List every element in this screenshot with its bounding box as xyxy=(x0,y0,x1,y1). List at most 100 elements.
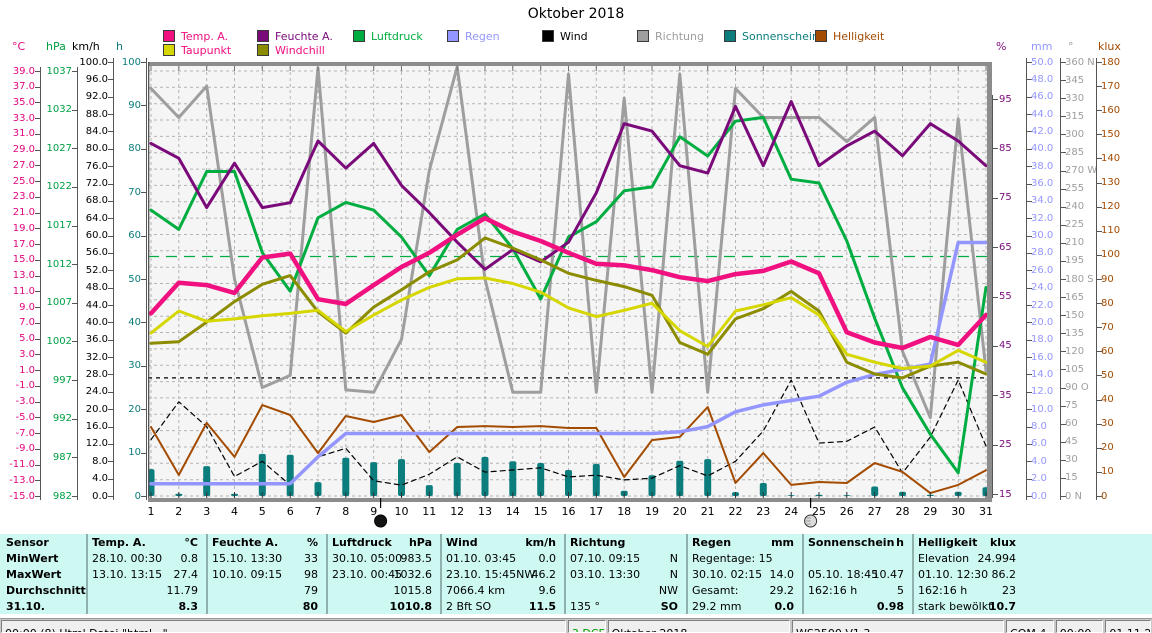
legend-swatch-icon xyxy=(447,30,459,42)
table-cell-max-label: 10.10. 09:15 xyxy=(212,568,283,581)
table-col-unit: mm xyxy=(771,536,794,549)
axis-tick-klux xyxy=(1097,158,1102,160)
axis-tick-label-mm: 8.0 xyxy=(1031,421,1047,433)
axis-tick-kmh xyxy=(108,79,113,81)
axis-tick-C xyxy=(35,86,40,88)
axis-tick-label-deg: 60 xyxy=(1065,418,1078,430)
axis-tick-klux xyxy=(1097,351,1102,353)
legend-swatch-icon xyxy=(724,30,736,42)
axis-tick-label-klux: 160 xyxy=(1101,104,1121,116)
axis-tick-label-deg: 330 xyxy=(1065,92,1085,104)
axis-line-hPa xyxy=(77,67,78,500)
axis-tick-klux xyxy=(1097,303,1102,305)
axis-tick-label-klux: 50 xyxy=(1101,369,1114,381)
axis-tick-C xyxy=(35,417,40,419)
svg-text:12: 12 xyxy=(450,505,464,518)
axis-tick-label-klux: 10 xyxy=(1101,466,1114,478)
axis-tick-label-klux: 130 xyxy=(1101,177,1121,189)
legend-item-feuchte-a-: Feuchte A. xyxy=(257,29,333,43)
axis-tick-label-deg: 315 xyxy=(1065,110,1085,122)
axis-tick-label-kmh: 32.0 xyxy=(85,351,108,363)
table-col-name: Temp. A. xyxy=(92,536,146,549)
axis-tick-label-klux: 20 xyxy=(1101,442,1114,454)
axis-tick-label-kmh: 60.0 xyxy=(85,230,108,242)
status-segment: 01.11.2018 xyxy=(1105,620,1152,633)
axis-unit-pct: % xyxy=(996,40,1007,53)
axis-tick-C xyxy=(35,275,40,277)
table-col-unit: °C xyxy=(184,536,198,549)
axis-tick-klux xyxy=(1097,86,1102,88)
axis-tick-label-mm: 22.0 xyxy=(1031,299,1054,311)
axis-tick-mm xyxy=(1027,131,1032,133)
axis-tick-label-hPa: 1022 xyxy=(46,181,72,193)
axis-tick-label-pct: 65 xyxy=(999,241,1012,253)
legend-swatch-icon xyxy=(163,44,175,56)
axis-tick-mm xyxy=(1027,148,1032,150)
axis-tick-label-mm: 24.0 xyxy=(1031,282,1054,294)
axis-tick-C xyxy=(35,496,40,497)
svg-text:6: 6 xyxy=(287,505,294,518)
axis-tick-label-pct: 25 xyxy=(999,439,1012,451)
axis-tick-label-mm: 10.0 xyxy=(1031,403,1054,415)
axis-tick-label-deg: 75 xyxy=(1065,400,1078,412)
legend-item-temp-a-: Temp. A. xyxy=(163,30,228,43)
axis-tick-label-klux: 170 xyxy=(1101,80,1121,92)
axis-tick-kmh xyxy=(108,461,113,463)
axis-tick-mm xyxy=(1027,357,1032,359)
axis-tick-C xyxy=(35,244,40,246)
table-cell-last-value: 8.3 xyxy=(178,600,199,613)
table-cell-max-value: 27.4 xyxy=(173,568,199,581)
legend-item-wind: Wind xyxy=(542,30,588,43)
axis-tick-h xyxy=(141,235,146,237)
axis-tick-hPa xyxy=(72,148,77,150)
table-column-separator xyxy=(802,534,804,614)
axis-tick-klux xyxy=(1097,447,1102,449)
svg-text:10: 10 xyxy=(395,505,409,518)
axis-tick-mm xyxy=(1027,374,1032,376)
axis-tick-kmh xyxy=(108,200,113,202)
legend-label: Luftdruck xyxy=(371,29,423,43)
axis-tick-label-deg: 120 xyxy=(1065,345,1085,357)
axis-tick-mm xyxy=(1027,270,1032,272)
axis-tick-mm xyxy=(1027,305,1032,307)
axis-tick-label-C: 19.0 xyxy=(12,222,35,234)
table-cell-avg-value: 9.6 xyxy=(538,584,557,597)
axis-tick-klux xyxy=(1097,254,1102,256)
legend-label: Feuchte A. xyxy=(275,29,333,43)
svg-text:14: 14 xyxy=(506,505,520,518)
table-col-name: Feuchte A. xyxy=(212,536,279,549)
axis-tick-mm xyxy=(1027,114,1032,116)
axis-tick-mm xyxy=(1027,96,1032,98)
axis-unit-hPa: hPa xyxy=(46,40,66,53)
axis-tick-klux xyxy=(1097,230,1102,232)
table-cell-last-value: 0.98 xyxy=(876,600,904,613)
legend-swatch-icon xyxy=(163,30,175,42)
svg-text:17: 17 xyxy=(589,505,603,518)
svg-text:26: 26 xyxy=(840,505,854,518)
axis-tick-deg xyxy=(1061,116,1066,118)
axis-tick-label-C: -9.0 xyxy=(15,443,35,455)
axis-tick-label-deg: 255 xyxy=(1065,183,1085,195)
axis-tick-label-C: 37.0 xyxy=(12,81,35,93)
axis-tick-C xyxy=(35,307,40,309)
axis-tick-C xyxy=(35,448,40,450)
axis-tick-hPa xyxy=(72,418,77,420)
axis-tick-label-C: 1.0 xyxy=(19,364,35,376)
axis-tick-label-C: 23.0 xyxy=(12,191,35,203)
axis-tick-deg xyxy=(1061,369,1066,371)
axis-tick-label-h: 40 xyxy=(128,316,141,328)
axis-tick-hPa xyxy=(72,109,77,111)
table-cell-max-value: 86.2 xyxy=(991,568,1017,581)
axis-tick-label-h: 60 xyxy=(128,230,141,242)
table-cell-max-label: 23.10. 00:45 xyxy=(332,568,403,581)
table-col-name: Helligkeit xyxy=(918,536,978,549)
axis-tick-mm xyxy=(1027,79,1032,81)
axis-tick-deg xyxy=(1061,170,1066,172)
axis-tick-label-C: 3.0 xyxy=(19,348,35,360)
axis-tick-label-deg: 180 S xyxy=(1065,273,1094,285)
legend-label: Richtung xyxy=(655,29,704,43)
axis-tick-label-hPa: 1027 xyxy=(46,142,72,154)
axis-tick-kmh xyxy=(108,305,113,307)
axis-line-mm xyxy=(1026,58,1027,500)
table-row-header: MinWert xyxy=(6,552,59,565)
